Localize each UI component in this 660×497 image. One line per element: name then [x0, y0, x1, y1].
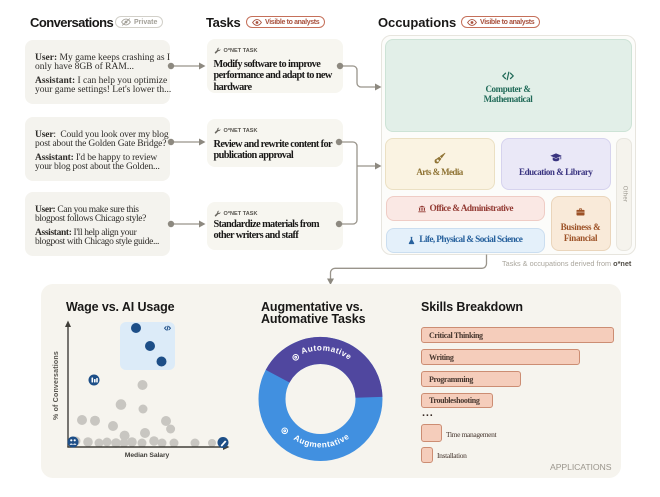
svg-text:% of Conversations: % of Conversations — [53, 351, 60, 420]
svg-text:Median Salary: Median Salary — [125, 452, 170, 459]
